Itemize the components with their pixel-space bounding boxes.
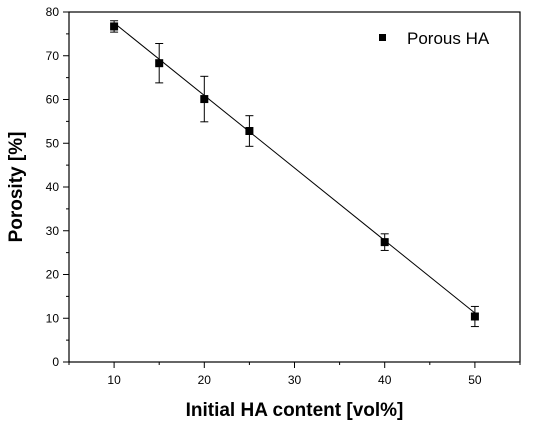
x-axis: 10 20 30 40 50 xyxy=(68,362,521,387)
data-marker xyxy=(245,127,254,135)
y-tick-label: 60 xyxy=(46,93,60,107)
y-tick-label: 20 xyxy=(46,268,60,282)
legend: Porous HA xyxy=(379,29,490,48)
y-axis-title: Porosity [%] xyxy=(6,132,27,243)
data-point xyxy=(110,20,119,33)
y-tick-label: 10 xyxy=(46,311,60,325)
data-marker xyxy=(110,22,119,31)
x-tick-label: 30 xyxy=(288,373,302,387)
linear-fit-line xyxy=(113,22,476,314)
y-tick-label: 0 xyxy=(52,355,59,369)
y-tick-label: 70 xyxy=(46,49,60,63)
legend-marker-porous-ha xyxy=(379,34,386,41)
data-marker xyxy=(470,312,479,321)
data-marker xyxy=(200,95,209,104)
data-point xyxy=(155,43,164,84)
y-tick-label: 40 xyxy=(46,180,60,194)
data-point xyxy=(200,75,209,123)
x-tick-label: 40 xyxy=(378,373,392,387)
data-point xyxy=(470,305,479,328)
data-point xyxy=(380,233,389,251)
data-marker xyxy=(380,238,389,247)
x-tick-label: 10 xyxy=(107,373,121,387)
y-tick-label: 50 xyxy=(46,136,60,150)
data-marker xyxy=(155,59,164,68)
y-tick-label: 30 xyxy=(46,224,60,238)
legend-label-porous-ha: Porous HA xyxy=(407,29,490,48)
x-tick-label: 20 xyxy=(198,373,212,387)
data-point xyxy=(245,115,254,147)
data-points xyxy=(110,20,479,328)
x-tick-label: 50 xyxy=(468,373,482,387)
y-tick-label: 80 xyxy=(46,5,60,19)
x-axis-title: Initial HA content [vol%] xyxy=(186,400,404,421)
y-axis: 0 10 20 30 40 50 60 70 80 xyxy=(46,5,69,369)
